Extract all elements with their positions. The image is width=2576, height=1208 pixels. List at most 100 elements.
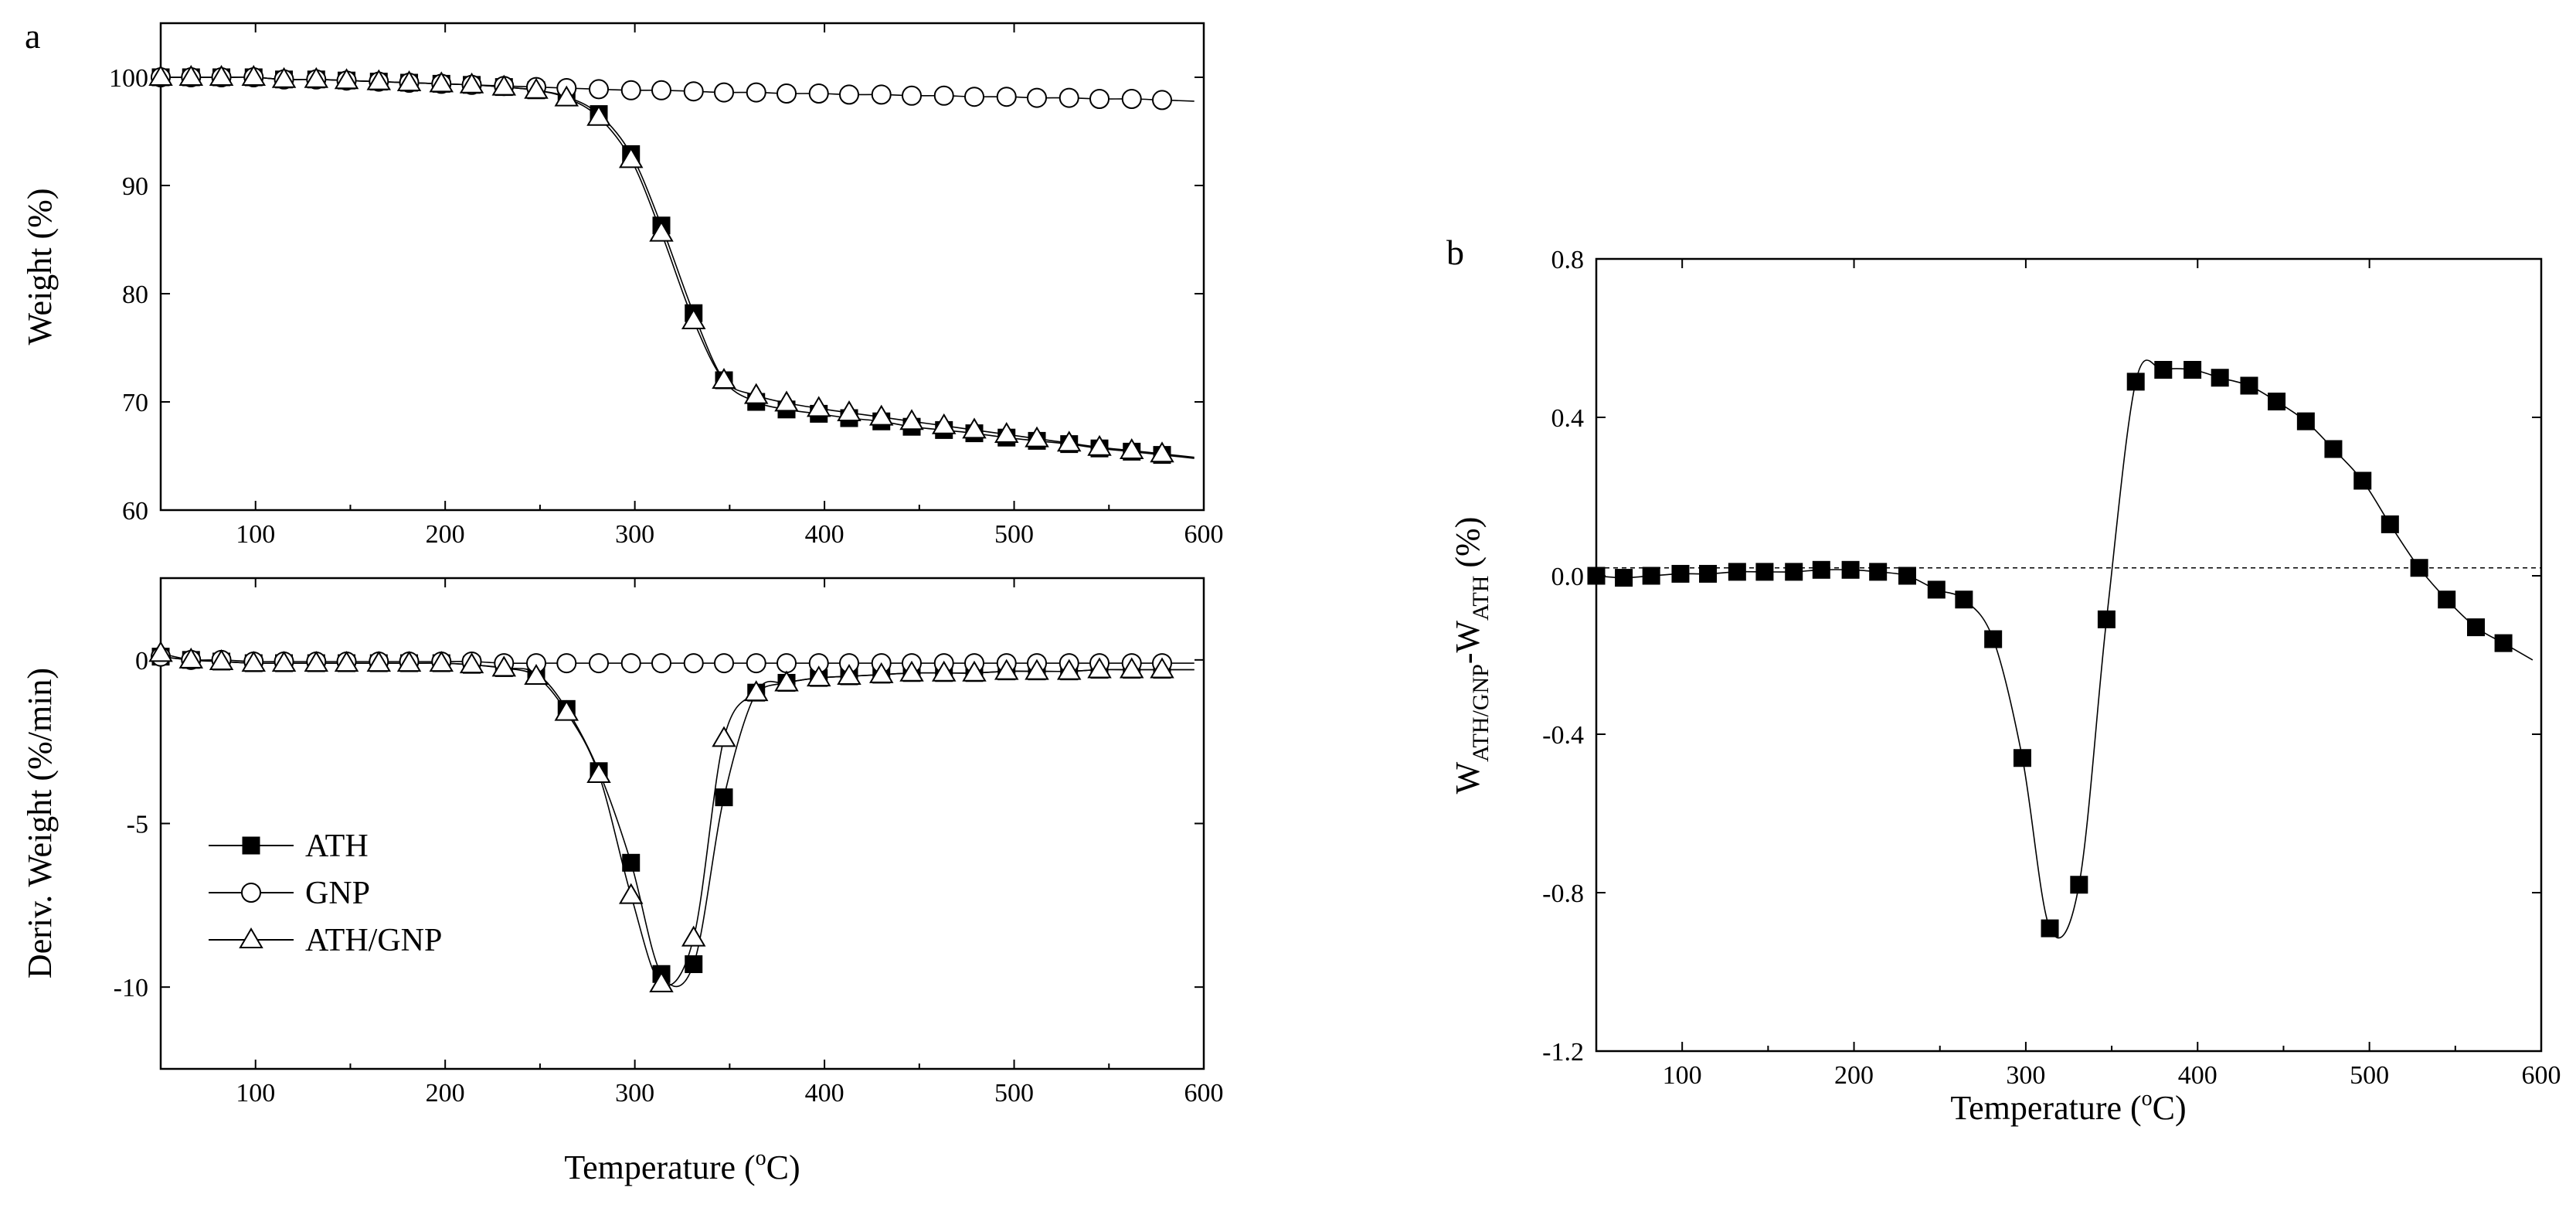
difference-y-axis-label: WATH/GNP-WATH (%)	[1449, 517, 1494, 795]
data-point-w-ath-gnp-w-ath	[2494, 634, 2513, 652]
data-point-w-ath-gnp-w-ath	[2126, 373, 2145, 391]
data-point-ath-gnp	[994, 658, 1019, 680]
data-point-w-ath-gnp-w-ath	[1869, 563, 1888, 581]
x-tick-label: 200	[1834, 1061, 1874, 1090]
data-point-ath-gnp	[524, 77, 549, 99]
data-point-ath-gnp	[1150, 657, 1174, 679]
data-point-w-ath-gnp-w-ath	[2211, 369, 2229, 387]
data-point-w-ath-gnp-w-ath	[1671, 564, 1690, 583]
legend: ATH GNP ATH/GNP	[209, 829, 442, 958]
x-tick-label: 200	[426, 1079, 465, 1108]
data-point-gnp	[620, 80, 641, 100]
data-point-ath-gnp	[1025, 426, 1049, 447]
data-point-ath-gnp	[806, 396, 831, 417]
data-point-gnp	[651, 653, 671, 674]
data-point-gnp	[1152, 90, 1172, 111]
data-point-ath-gnp	[931, 413, 957, 434]
data-point-ath-gnp	[429, 651, 454, 672]
data-point-w-ath-gnp-w-ath	[1728, 563, 1746, 581]
deriv-x-axis-label: Temperature (oC)	[564, 1146, 800, 1186]
data-point-ath-gnp	[868, 404, 894, 426]
data-point-ath-gnp	[1119, 657, 1144, 679]
x-tick-label: 400	[805, 1079, 845, 1108]
data-point-ath-gnp	[241, 651, 267, 672]
data-point-ath-gnp	[459, 652, 484, 674]
data-point-ath-gnp	[899, 660, 924, 682]
data-point-ath-gnp	[396, 651, 422, 672]
data-point-w-ath-gnp-w-ath	[2268, 393, 2286, 410]
data-point-ath-gnp	[209, 65, 234, 86]
data-point-gnp	[1089, 89, 1110, 109]
y-tick-label: -0.4	[1542, 721, 1584, 750]
y-tick-label: -10	[114, 974, 148, 1002]
data-point-gnp	[964, 87, 984, 107]
data-point-ath-gnp	[649, 220, 674, 242]
data-point-gnp	[683, 81, 704, 102]
data-point-ath-gnp	[334, 68, 359, 90]
data-point-ath-gnp	[148, 65, 173, 86]
data-point-ath-gnp	[712, 726, 736, 747]
data-point-ath	[622, 853, 641, 872]
data-point-ath-gnp	[618, 147, 644, 168]
series-line-gnp	[160, 655, 1195, 665]
data-point-ath-gnp	[524, 664, 549, 685]
data-point-ath-gnp	[366, 69, 392, 90]
data-point-w-ath-gnp-w-ath	[2154, 361, 2173, 379]
data-point-gnp	[589, 79, 609, 100]
difference-x-label-suffix: C)	[2153, 1089, 2187, 1127]
deriv-x-label-prefix: Temperature (	[564, 1148, 755, 1186]
x-tick-label: 200	[426, 520, 465, 549]
data-point-gnp	[1121, 89, 1142, 109]
data-point-gnp	[714, 653, 734, 674]
data-point-ath-gnp	[304, 66, 329, 88]
data-point-gnp	[777, 653, 797, 674]
data-point-gnp	[871, 84, 892, 105]
data-point-ath-gnp	[1025, 658, 1049, 680]
difference-y-label-sub2: ATH	[1468, 576, 1494, 621]
data-point-ath-gnp	[271, 651, 297, 672]
x-tick-label: 600	[2522, 1061, 2561, 1090]
data-point-ath-gnp	[774, 670, 799, 692]
data-point-w-ath-gnp-w-ath	[2410, 559, 2428, 577]
x-tick-label: 600	[1184, 520, 1224, 549]
y-tick-label: -5	[127, 811, 148, 839]
y-tick-label: 0.4	[1551, 404, 1585, 433]
y-tick-label: 0	[135, 647, 148, 675]
x-tick-label: 500	[994, 520, 1034, 549]
data-point-gnp	[556, 653, 577, 674]
legend-label-ath: ATH	[305, 829, 369, 864]
data-point-w-ath-gnp-w-ath	[2324, 440, 2343, 458]
data-point-w-ath-gnp-w-ath	[1642, 567, 1660, 585]
data-point-w-ath-gnp-w-ath	[1898, 567, 1916, 585]
difference-x-label-prefix: Temperature (	[1950, 1089, 2141, 1127]
legend-label-gnp: GNP	[305, 876, 370, 911]
data-point-w-ath-gnp-w-ath	[2041, 919, 2059, 937]
data-point-gnp	[839, 84, 859, 105]
data-point-ath-gnp	[304, 651, 329, 672]
data-point-ath-gnp	[1056, 658, 1082, 680]
data-point-ath-gnp	[618, 883, 644, 904]
x-tick-label: 400	[2178, 1061, 2217, 1090]
data-point-gnp	[746, 653, 766, 674]
data-point-ath-gnp	[209, 648, 234, 670]
data-point-gnp	[620, 653, 641, 674]
data-point-ath-gnp	[429, 71, 454, 93]
data-point-w-ath-gnp-w-ath	[1755, 563, 1774, 581]
data-point-ath-gnp	[649, 971, 674, 992]
data-point-ath-gnp	[396, 70, 422, 91]
data-point-w-ath-gnp-w-ath	[2296, 412, 2315, 430]
data-point-ath-gnp	[271, 66, 297, 88]
y-tick-label: 80	[122, 281, 148, 309]
deriv-weight-plot: 100 200 300 400 500 600 -10 -5 0 Deriv. Weight (…	[21, 577, 1224, 1186]
data-point-ath-gnp	[586, 762, 611, 783]
deriv-y-axis-label: Deriv. Weight (%/min)	[21, 668, 59, 978]
data-point-gnp	[683, 653, 704, 674]
x-tick-label: 300	[615, 520, 654, 549]
data-point-ath-gnp	[681, 925, 706, 947]
x-tick-label: 600	[1184, 1079, 1224, 1108]
x-tick-label: 500	[2350, 1061, 2389, 1090]
data-point-ath-gnp	[1087, 434, 1112, 456]
data-point-w-ath-gnp-w-ath	[2353, 471, 2372, 490]
x-tick-label: 100	[236, 520, 275, 549]
